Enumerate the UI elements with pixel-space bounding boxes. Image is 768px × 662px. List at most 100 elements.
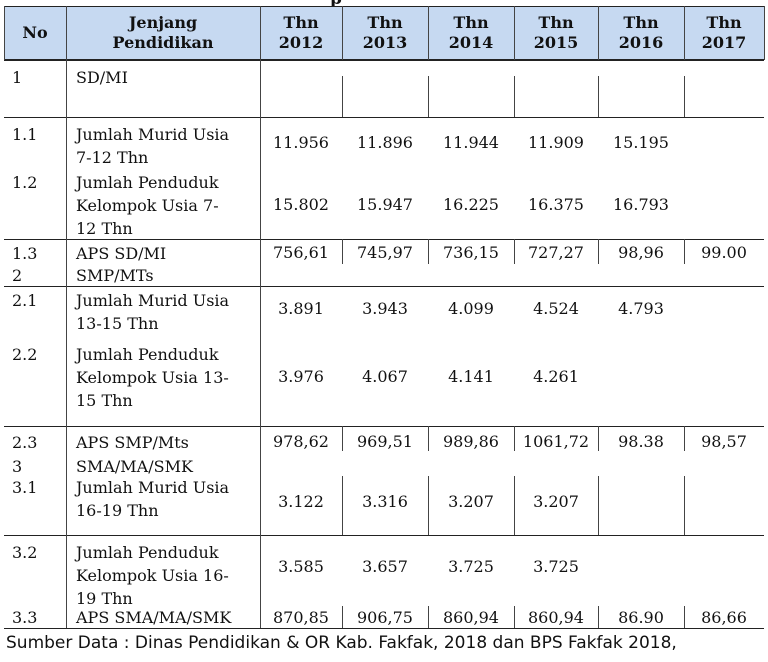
column-divider: [598, 6, 599, 60]
column-divider: [684, 6, 685, 60]
header-cell: No: [4, 6, 66, 60]
value-cell: 16.375: [528, 195, 584, 214]
row-number: 1: [12, 68, 23, 87]
value-cell: 16.793: [613, 195, 669, 214]
row-separator: [4, 628, 764, 629]
column-divider: [598, 476, 599, 535]
column-divider: [514, 6, 515, 60]
column-divider: [684, 76, 685, 117]
column-divider: [514, 476, 515, 535]
value-cell: 3.725: [448, 557, 494, 576]
value-cell: 3.316: [362, 492, 408, 511]
row-label: Jumlah Murid Usia 7-12 Thn: [76, 125, 230, 167]
value-cell: 3.891: [278, 299, 324, 318]
value-cell: 11.956: [273, 133, 329, 152]
value-cell: 11.944: [443, 133, 499, 152]
value-cell: 4.793: [618, 299, 664, 318]
value-cell: 4.261: [533, 367, 579, 386]
row-number: 2.3: [12, 433, 38, 452]
value-cell: 978,62: [273, 432, 329, 451]
header-cell: Thn 2017: [684, 6, 764, 60]
column-divider: [66, 60, 67, 628]
header-label: Thn 2012: [278, 13, 324, 52]
row-label: APS SMA/MA/SMK: [76, 608, 232, 627]
header-cell: Thn 2016: [598, 6, 684, 60]
column-divider: [514, 239, 515, 264]
row-number: 2.2: [12, 345, 38, 364]
value-cell: 98,57: [701, 432, 747, 451]
row-label: Jumlah Penduduk Kelompok Usia 16- 19 Thn: [76, 543, 229, 608]
row-label: Jumlah Penduduk Kelompok Usia 13- 15 Thn: [76, 345, 229, 410]
column-divider: [342, 239, 343, 264]
value-cell: 736,15: [443, 243, 499, 262]
column-divider: [342, 76, 343, 117]
column-divider: [598, 606, 599, 628]
row-number: 3.1: [12, 478, 38, 497]
value-cell: 989,86: [443, 432, 499, 451]
header-cell: Thn 2015: [514, 6, 598, 60]
row-separator: [4, 426, 764, 427]
value-cell: 86.90: [618, 608, 664, 627]
value-cell: 99.00: [701, 243, 747, 262]
value-cell: 15.802: [273, 195, 329, 214]
value-cell: 3.976: [278, 367, 324, 386]
row-number: 1.2: [12, 173, 38, 192]
column-divider: [684, 239, 685, 264]
row-label: APS SD/MI: [76, 244, 167, 263]
value-cell: 15.195: [613, 133, 669, 152]
value-cell: 860,94: [528, 608, 584, 627]
header-label: Thn 2016: [618, 13, 664, 52]
value-cell: 4.141: [448, 367, 494, 386]
value-cell: 1061,72: [522, 432, 590, 451]
education-table: No Jenjang Pendidikan Thn 2012 Thn 2013 Thn …: [4, 6, 765, 629]
value-cell: 3.207: [533, 492, 579, 511]
row-number: 2.1: [12, 291, 38, 310]
row-label: Jumlah Murid Usia 16-19 Thn: [76, 478, 230, 520]
column-divider: [342, 606, 343, 628]
column-divider: [684, 476, 685, 535]
value-cell: 11.896: [357, 133, 413, 152]
value-cell: 3.207: [448, 492, 494, 511]
value-cell: 906,75: [357, 608, 413, 627]
row-label: APS SMP/Mts: [76, 433, 189, 452]
column-divider: [4, 6, 5, 60]
column-divider: [342, 426, 343, 451]
value-cell: 15.947: [357, 195, 413, 214]
value-cell: 969,51: [357, 432, 413, 451]
row-separator: [4, 60, 764, 61]
value-cell: 860,94: [443, 608, 499, 627]
row-number: 1.1: [12, 125, 38, 144]
column-divider: [260, 6, 261, 60]
column-divider: [428, 476, 429, 535]
row-label: SMA/MA/SMK: [76, 457, 193, 476]
row-number: 3.2: [12, 543, 38, 562]
cut-off-title: p: [0, 0, 768, 6]
column-divider: [428, 76, 429, 117]
value-cell: 756,61: [273, 243, 329, 262]
column-divider: [342, 476, 343, 535]
row-number: 2: [12, 266, 23, 285]
header-label: No: [22, 23, 48, 42]
column-divider: [428, 6, 429, 60]
column-divider: [514, 76, 515, 117]
value-cell: 98.38: [618, 432, 664, 451]
value-cell: 3.585: [278, 557, 324, 576]
value-cell: 86,66: [701, 608, 747, 627]
value-cell: 3.943: [362, 299, 408, 318]
value-cell: 4.099: [448, 299, 494, 318]
column-divider: [428, 606, 429, 628]
header-cell: Thn 2014: [428, 6, 514, 60]
column-divider: [764, 6, 765, 60]
column-divider: [684, 426, 685, 451]
value-cell: 3.122: [278, 492, 324, 511]
value-cell: 3.725: [533, 557, 579, 576]
value-cell: 98,96: [618, 243, 664, 262]
row-number: 3.3: [12, 608, 38, 627]
row-separator: [4, 286, 764, 287]
column-divider: [598, 76, 599, 117]
header-label: Thn 2013: [362, 13, 408, 52]
row-label: Jumlah Murid Usia 13-15 Thn: [76, 291, 230, 333]
column-divider: [260, 60, 261, 628]
value-cell: 16.225: [443, 195, 499, 214]
header-cell: Thn 2012: [260, 6, 342, 60]
